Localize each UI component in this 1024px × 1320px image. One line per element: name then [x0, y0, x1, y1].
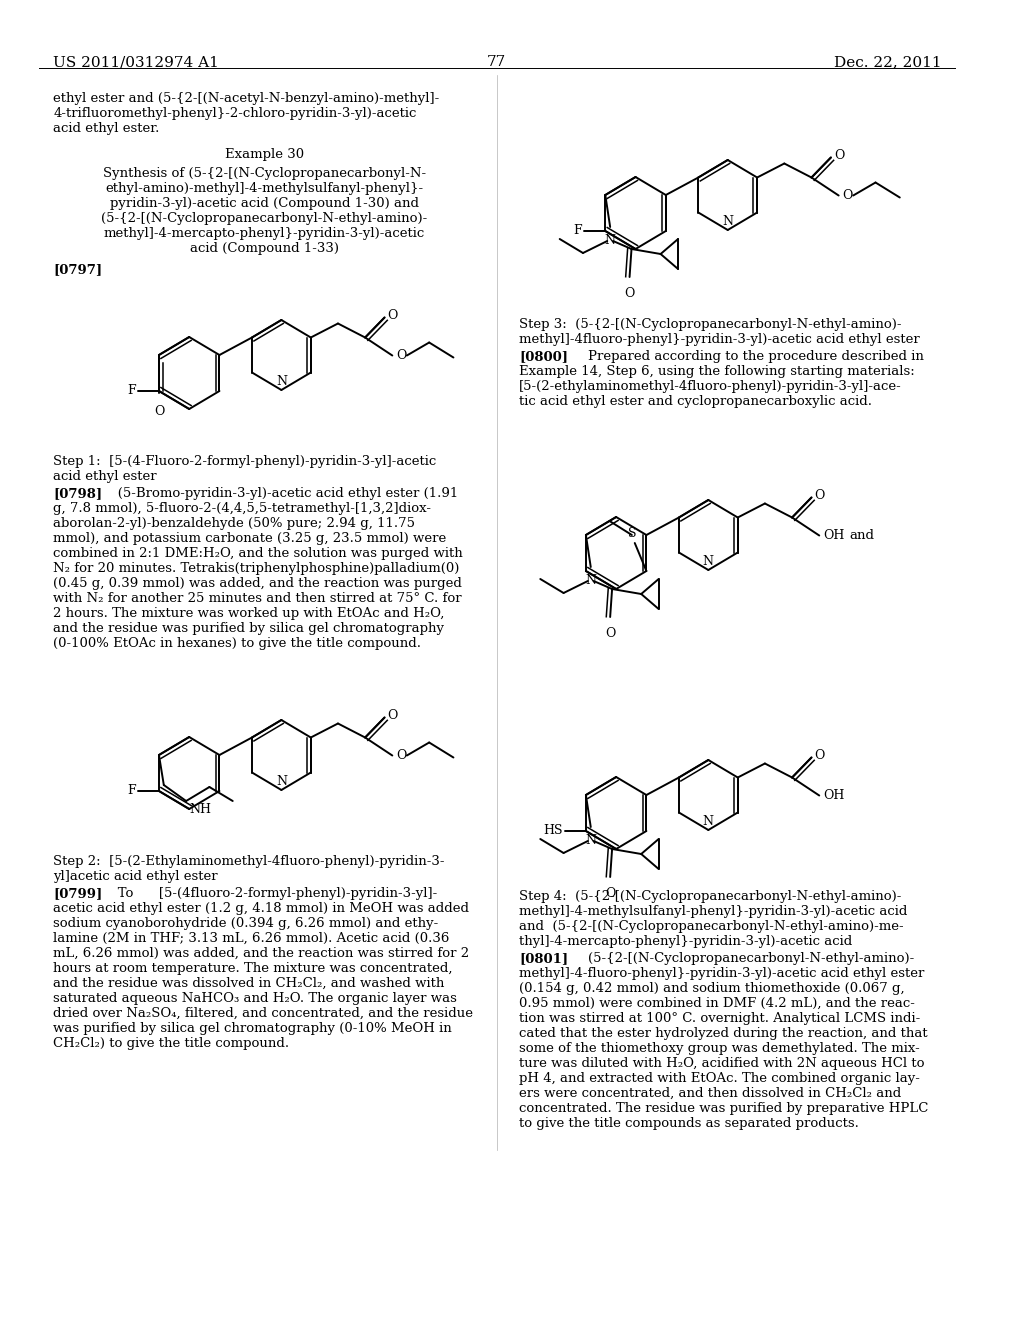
Text: sodium cyanoborohydride (0.394 g, 6.26 mmol) and ethy-: sodium cyanoborohydride (0.394 g, 6.26 m… — [53, 917, 438, 931]
Text: yl]acetic acid ethyl ester: yl]acetic acid ethyl ester — [53, 870, 218, 883]
Text: F: F — [573, 224, 582, 238]
Text: O: O — [154, 405, 164, 418]
Text: mmol), and potassium carbonate (3.25 g, 23.5 mmol) were: mmol), and potassium carbonate (3.25 g, … — [53, 532, 446, 545]
Text: ethyl ester and (5-{2-[(N-acetyl-N-benzyl-amino)-methyl]-: ethyl ester and (5-{2-[(N-acetyl-N-benzy… — [53, 92, 439, 106]
Text: Example 30: Example 30 — [225, 148, 304, 161]
Text: 77: 77 — [487, 55, 507, 69]
Text: and: and — [849, 529, 874, 543]
Text: acid ethyl ester.: acid ethyl ester. — [53, 121, 160, 135]
Text: O: O — [814, 488, 824, 502]
Text: Prepared according to the procedure described in: Prepared according to the procedure desc… — [570, 350, 924, 363]
Text: lamine (2M in THF; 3.13 mL, 6.26 mmol). Acetic acid (0.36: lamine (2M in THF; 3.13 mL, 6.26 mmol). … — [53, 932, 450, 945]
Text: [0801]: [0801] — [519, 952, 568, 965]
Text: (5-{2-[(N-Cyclopropanecarbonyl-N-ethyl-amino)-: (5-{2-[(N-Cyclopropanecarbonyl-N-ethyl-a… — [570, 952, 913, 965]
Text: methyl]-4-mercapto-phenyl}-pyridin-3-yl)-acetic: methyl]-4-mercapto-phenyl}-pyridin-3-yl)… — [103, 227, 425, 240]
Text: 2 hours. The mixture was worked up with EtOAc and H₂O,: 2 hours. The mixture was worked up with … — [53, 607, 444, 620]
Text: thyl]-4-mercapto-phenyl}-pyridin-3-yl)-acetic acid: thyl]-4-mercapto-phenyl}-pyridin-3-yl)-a… — [519, 935, 852, 948]
Text: O: O — [396, 348, 407, 362]
Text: methyl]-4fluoro-phenyl}-pyridin-3-yl)-acetic acid ethyl ester: methyl]-4fluoro-phenyl}-pyridin-3-yl)-ac… — [519, 333, 920, 346]
Text: 4-trifluoromethyl-phenyl}-2-chloro-pyridin-3-yl)-acetic: 4-trifluoromethyl-phenyl}-2-chloro-pyrid… — [53, 107, 417, 120]
Text: [0797]: [0797] — [53, 263, 102, 276]
Text: Synthesis of (5-{2-[(N-Cyclopropanecarbonyl-N-: Synthesis of (5-{2-[(N-Cyclopropanecarbo… — [102, 168, 426, 180]
Text: and the residue was dissolved in CH₂Cl₂, and washed with: and the residue was dissolved in CH₂Cl₂,… — [53, 977, 444, 990]
Text: O: O — [625, 286, 635, 300]
Text: O: O — [387, 709, 398, 722]
Text: N: N — [586, 574, 596, 587]
Text: hours at room temperature. The mixture was concentrated,: hours at room temperature. The mixture w… — [53, 962, 453, 975]
Text: (5-Bromo-pyridin-3-yl)-acetic acid ethyl ester (1.91: (5-Bromo-pyridin-3-yl)-acetic acid ethyl… — [104, 487, 458, 500]
Text: OH: OH — [823, 529, 845, 543]
Text: Step 3:  (5-{2-[(N-Cyclopropanecarbonyl-N-ethyl-amino)-: Step 3: (5-{2-[(N-Cyclopropanecarbonyl-N… — [519, 318, 901, 331]
Text: combined in 2:1 DME:H₂O, and the solution was purged with: combined in 2:1 DME:H₂O, and the solutio… — [53, 546, 463, 560]
Text: N: N — [586, 834, 596, 847]
Text: To      [5-(4fluoro-2-formyl-phenyl)-pyridin-3-yl]-: To [5-(4fluoro-2-formyl-phenyl)-pyridin-… — [104, 887, 437, 900]
Text: some of the thiomethoxy group was demethylated. The mix-: some of the thiomethoxy group was demeth… — [519, 1041, 920, 1055]
Text: (0.45 g, 0.39 mmol) was added, and the reaction was purged: (0.45 g, 0.39 mmol) was added, and the r… — [53, 577, 462, 590]
Text: S: S — [628, 527, 636, 540]
Text: Step 2:  [5-(2-Ethylaminomethyl-4fluoro-phenyl)-pyridin-3-: Step 2: [5-(2-Ethylaminomethyl-4fluoro-p… — [53, 855, 444, 869]
Text: N₂ for 20 minutes. Tetrakis(triphenylphosphine)palladium(0): N₂ for 20 minutes. Tetrakis(triphenylpho… — [53, 562, 460, 576]
Text: OH: OH — [823, 789, 845, 803]
Text: (0-100% EtOAc in hexanes) to give the title compound.: (0-100% EtOAc in hexanes) to give the ti… — [53, 638, 421, 649]
Text: Step 1:  [5-(4-Fluoro-2-formyl-phenyl)-pyridin-3-yl]-acetic: Step 1: [5-(4-Fluoro-2-formyl-phenyl)-py… — [53, 455, 436, 469]
Text: concentrated. The residue was purified by preparative HPLC: concentrated. The residue was purified b… — [519, 1102, 929, 1115]
Text: [0799]: [0799] — [53, 887, 102, 900]
Text: N: N — [702, 814, 714, 828]
Text: methyl]-4-methylsulfanyl-phenyl}-pyridin-3-yl)-acetic acid: methyl]-4-methylsulfanyl-phenyl}-pyridin… — [519, 906, 907, 917]
Text: [0800]: [0800] — [519, 350, 568, 363]
Text: saturated aqueous NaHCO₃ and H₂O. The organic layer was: saturated aqueous NaHCO₃ and H₂O. The or… — [53, 993, 458, 1005]
Text: acid (Compound 1-33): acid (Compound 1-33) — [189, 242, 339, 255]
Text: ethyl-amino)-methyl]-4-methylsulfanyl-phenyl}-: ethyl-amino)-methyl]-4-methylsulfanyl-ph… — [105, 182, 424, 195]
Text: pH 4, and extracted with EtOAc. The combined organic lay-: pH 4, and extracted with EtOAc. The comb… — [519, 1072, 920, 1085]
Text: pyridin-3-yl)-acetic acid (Compound 1-30) and: pyridin-3-yl)-acetic acid (Compound 1-30… — [110, 197, 419, 210]
Text: N: N — [275, 775, 287, 788]
Text: mL, 6.26 mmol) was added, and the reaction was stirred for 2: mL, 6.26 mmol) was added, and the reacti… — [53, 946, 469, 960]
Text: tic acid ethyl ester and cyclopropanecarboxylic acid.: tic acid ethyl ester and cyclopropanecar… — [519, 395, 872, 408]
Text: N: N — [702, 554, 714, 568]
Text: O: O — [843, 189, 853, 202]
Text: [0798]: [0798] — [53, 487, 102, 500]
Text: tion was stirred at 100° C. overnight. Analytical LCMS indi-: tion was stirred at 100° C. overnight. A… — [519, 1012, 921, 1026]
Text: was purified by silica gel chromatography (0-10% MeOH in: was purified by silica gel chromatograph… — [53, 1022, 453, 1035]
Text: Example 14, Step 6, using the following starting materials:: Example 14, Step 6, using the following … — [519, 366, 914, 378]
Text: g, 7.8 mmol), 5-fluoro-2-(4,4,5,5-tetramethyl-[1,3,2]diox-: g, 7.8 mmol), 5-fluoro-2-(4,4,5,5-tetram… — [53, 502, 431, 515]
Text: and the residue was purified by silica gel chromatography: and the residue was purified by silica g… — [53, 622, 444, 635]
Text: dried over Na₂SO₄, filtered, and concentrated, and the residue: dried over Na₂SO₄, filtered, and concent… — [53, 1007, 473, 1020]
Text: N: N — [604, 234, 615, 247]
Text: and  (5-{2-[(N-Cyclopropanecarbonyl-N-ethyl-amino)-me-: and (5-{2-[(N-Cyclopropanecarbonyl-N-eth… — [519, 920, 904, 933]
Text: to give the title compounds as separated products.: to give the title compounds as separated… — [519, 1117, 859, 1130]
Text: CH₂Cl₂) to give the title compound.: CH₂Cl₂) to give the title compound. — [53, 1038, 290, 1049]
Text: O: O — [814, 748, 824, 762]
Text: NH: NH — [189, 803, 211, 816]
Text: F: F — [127, 784, 135, 797]
Text: Step 4:  (5-{2-[(N-Cyclopropanecarbonyl-N-ethyl-amino)-: Step 4: (5-{2-[(N-Cyclopropanecarbonyl-N… — [519, 890, 901, 903]
Text: cated that the ester hydrolyzed during the reaction, and that: cated that the ester hydrolyzed during t… — [519, 1027, 928, 1040]
Text: O: O — [834, 149, 844, 162]
Text: (0.154 g, 0.42 mmol) and sodium thiomethoxide (0.067 g,: (0.154 g, 0.42 mmol) and sodium thiometh… — [519, 982, 905, 995]
Text: O: O — [396, 748, 407, 762]
Text: methyl]-4-fluoro-phenyl}-pyridin-3-yl)-acetic acid ethyl ester: methyl]-4-fluoro-phenyl}-pyridin-3-yl)-a… — [519, 968, 925, 979]
Text: O: O — [605, 627, 615, 640]
Text: Dec. 22, 2011: Dec. 22, 2011 — [834, 55, 941, 69]
Text: US 2011/0312974 A1: US 2011/0312974 A1 — [53, 55, 219, 69]
Text: F: F — [127, 384, 135, 397]
Text: O: O — [387, 309, 398, 322]
Text: (5-{2-[(N-Cyclopropanecarbonyl-N-ethyl-amino)-: (5-{2-[(N-Cyclopropanecarbonyl-N-ethyl-a… — [101, 213, 428, 224]
Text: N: N — [275, 375, 287, 388]
Text: acid ethyl ester: acid ethyl ester — [53, 470, 157, 483]
Text: [5-(2-ethylaminomethyl-4fluoro-phenyl)-pyridin-3-yl]-ace-: [5-(2-ethylaminomethyl-4fluoro-phenyl)-p… — [519, 380, 902, 393]
Text: with N₂ for another 25 minutes and then stirred at 75° C. for: with N₂ for another 25 minutes and then … — [53, 591, 462, 605]
Text: aborolan-2-yl)-benzaldehyde (50% pure; 2.94 g, 11.75: aborolan-2-yl)-benzaldehyde (50% pure; 2… — [53, 517, 416, 531]
Text: ture was diluted with H₂O, acidified with 2N aqueous HCl to: ture was diluted with H₂O, acidified wit… — [519, 1057, 925, 1071]
Text: HS: HS — [543, 825, 562, 837]
Text: O: O — [605, 887, 615, 900]
Text: N: N — [722, 215, 733, 228]
Text: ers were concentrated, and then dissolved in CH₂Cl₂ and: ers were concentrated, and then dissolve… — [519, 1086, 901, 1100]
Text: 0.95 mmol) were combined in DMF (4.2 mL), and the reac-: 0.95 mmol) were combined in DMF (4.2 mL)… — [519, 997, 915, 1010]
Text: acetic acid ethyl ester (1.2 g, 4.18 mmol) in MeOH was added: acetic acid ethyl ester (1.2 g, 4.18 mmo… — [53, 902, 469, 915]
